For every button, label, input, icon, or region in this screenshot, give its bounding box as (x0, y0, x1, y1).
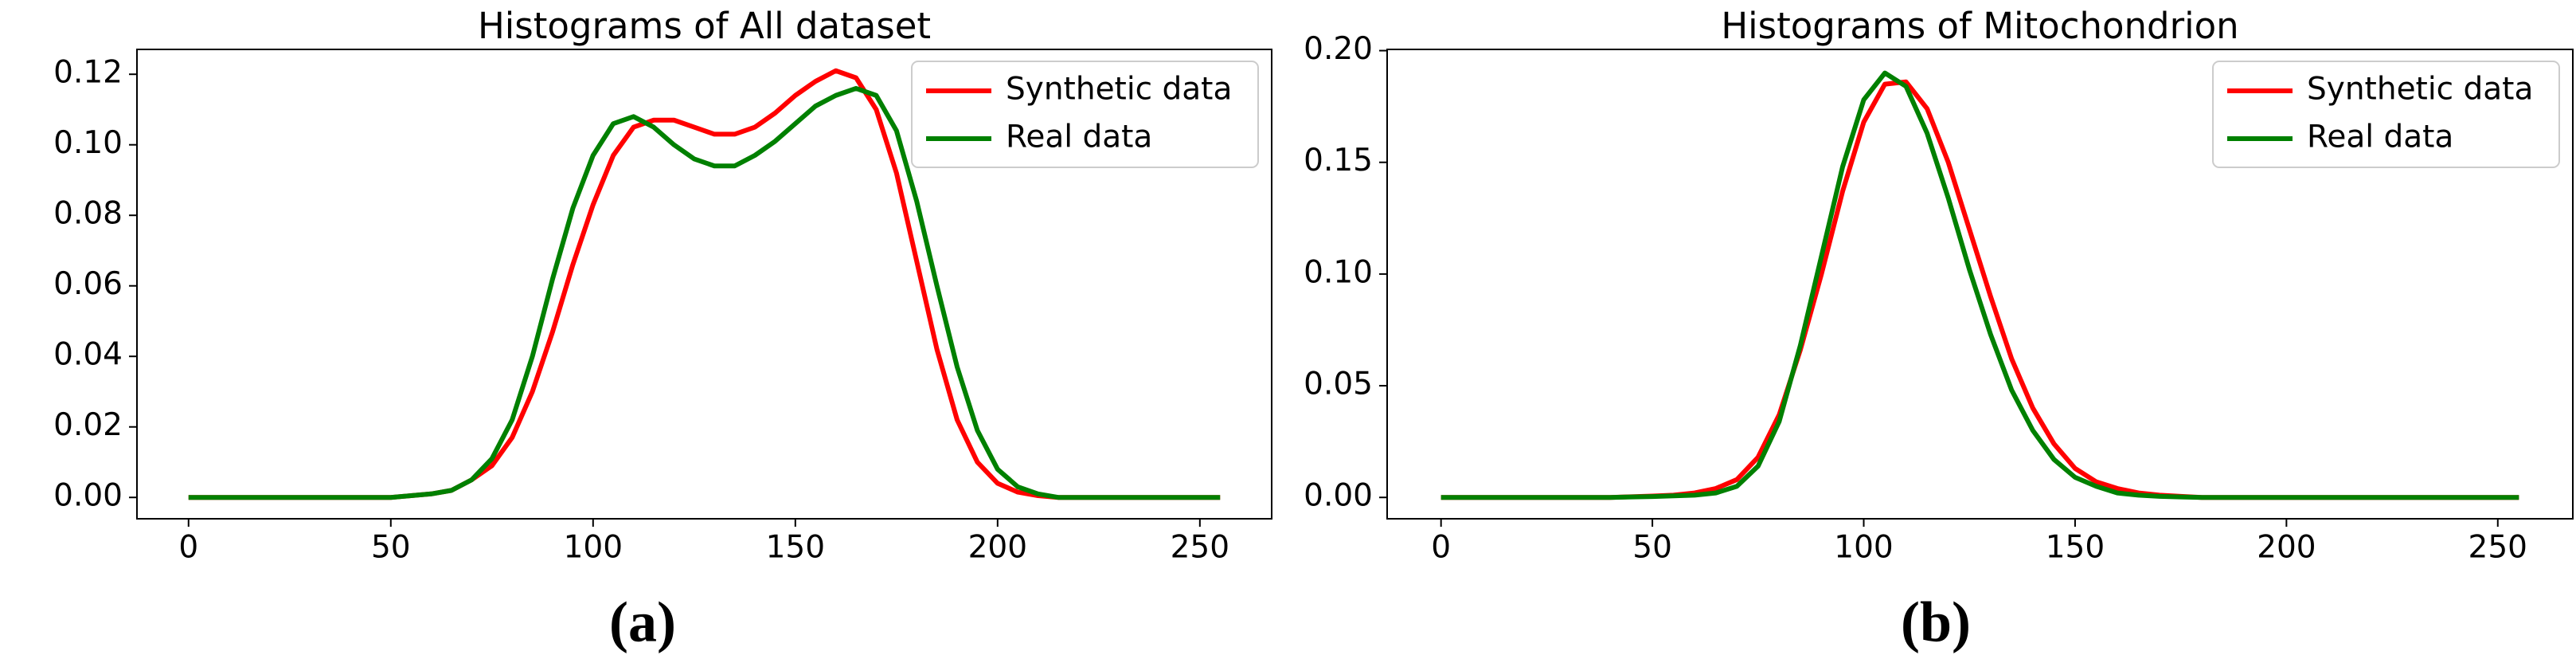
panel-label: (a) (609, 590, 676, 654)
x-tick-label: 0 (1431, 530, 1451, 566)
y-tick-label: 0.04 (53, 337, 123, 373)
axes-frame (1386, 49, 2574, 520)
y-tick-label: 0.08 (53, 196, 123, 232)
y-tick-label: 0.00 (53, 478, 123, 514)
chart-title: Histograms of All dataset (478, 5, 931, 47)
legend-label: Synthetic data (1006, 72, 1232, 108)
y-tick-label: 0.00 (1304, 478, 1373, 514)
axes-frame (136, 49, 1272, 520)
y-tick-label: 0.10 (1304, 254, 1373, 290)
chart-title: Histograms of Mitochondrion (1721, 5, 2238, 47)
x-tick-label: 150 (766, 530, 825, 566)
legend-box (911, 61, 1259, 168)
x-tick-label: 200 (968, 530, 1027, 566)
y-tick-label: 0.12 (53, 55, 123, 91)
x-tick-label: 250 (2469, 530, 2527, 566)
x-tick-label: 0 (178, 530, 198, 566)
x-tick-label: 250 (1171, 530, 1229, 566)
legend-box (2212, 61, 2560, 168)
panel-label: (b) (1901, 590, 1971, 654)
legend-label: Real data (1006, 120, 1152, 155)
x-tick-label: 50 (371, 530, 411, 566)
y-tick-label: 0.15 (1304, 143, 1373, 178)
x-tick-label: 100 (564, 530, 623, 566)
data-line (1440, 70, 2519, 500)
y-tick-label: 0.20 (1304, 31, 1373, 67)
x-tick-label: 200 (2257, 530, 2316, 566)
legend-label: Real data (2307, 120, 2453, 155)
x-tick-label: 150 (2046, 530, 2105, 566)
y-tick-label: 0.05 (1304, 367, 1373, 402)
legend-label: Synthetic data (2307, 72, 2533, 108)
x-tick-label: 100 (1834, 530, 1893, 566)
data-line (188, 85, 1221, 500)
y-tick-label: 0.02 (53, 407, 123, 443)
x-tick-label: 50 (1632, 530, 1672, 566)
y-tick-label: 0.10 (53, 125, 123, 161)
y-tick-label: 0.06 (53, 266, 123, 302)
